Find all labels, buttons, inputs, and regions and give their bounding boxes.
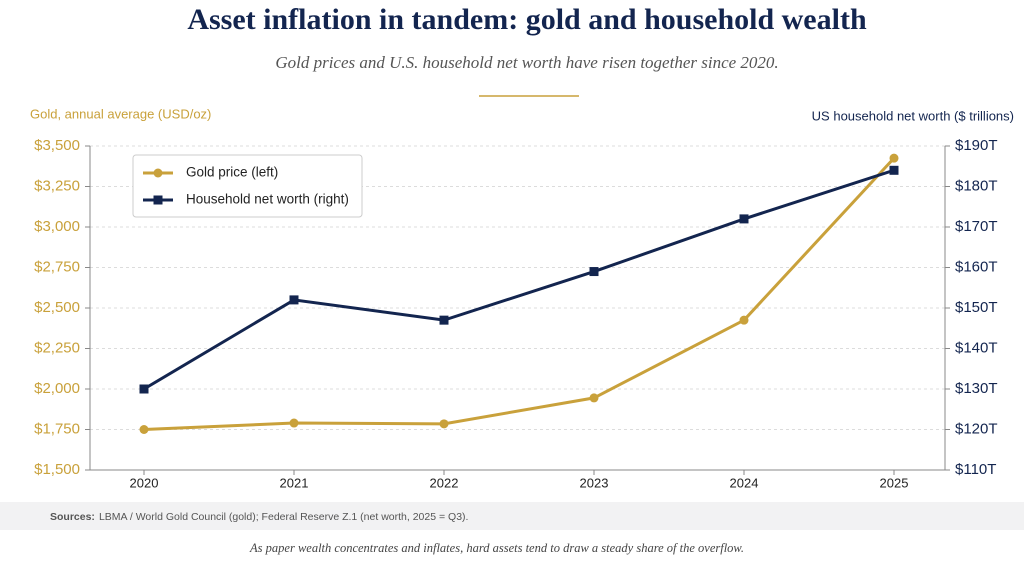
y2-tick-label: $130T bbox=[955, 380, 998, 397]
x-tick-label: 2023 bbox=[580, 475, 609, 490]
data-point bbox=[889, 165, 899, 175]
source: LBMA / World Gold Council (gold); Federa… bbox=[99, 511, 469, 523]
y-tick-label: $2,500 bbox=[34, 299, 80, 316]
y2-tick-label: $120T bbox=[955, 420, 998, 437]
data-point bbox=[739, 214, 749, 224]
legend-label: Gold price (left) bbox=[186, 165, 278, 180]
y-tick-label: $2,000 bbox=[34, 380, 80, 397]
legend-label: Household net worth (right) bbox=[186, 192, 349, 207]
series-line bbox=[143, 168, 895, 391]
legend-marker bbox=[153, 168, 163, 178]
data-point bbox=[589, 393, 599, 403]
x-tick-label: 2020 bbox=[130, 475, 159, 490]
y-tick-label: $3,250 bbox=[34, 177, 80, 194]
x-tick-label: 2025 bbox=[880, 475, 909, 490]
data-point bbox=[439, 419, 449, 429]
legend-box bbox=[132, 154, 363, 218]
y2-tick-label: $140T bbox=[955, 339, 998, 356]
y-tick-label: $3,000 bbox=[34, 218, 80, 235]
y2-tick-label: $110T bbox=[955, 461, 996, 478]
data-point bbox=[139, 425, 149, 434]
source-label: Sources: bbox=[50, 511, 95, 523]
chart-title: Asset inflation in tandem: gold and hous… bbox=[187, 3, 867, 36]
y2-tick-label: $160T bbox=[955, 258, 998, 275]
y-tick-label: $1,750 bbox=[34, 420, 80, 437]
y-tick-label: $3,500 bbox=[34, 137, 80, 154]
y2-axis-label: US household net worth ($ trillions) bbox=[812, 108, 1014, 123]
x-tick-label: 2024 bbox=[730, 475, 759, 490]
y2-tick-label: $170T bbox=[955, 218, 998, 235]
y-tick-label: $1,500 bbox=[34, 461, 80, 478]
y2-tick-label: $190T bbox=[955, 137, 998, 154]
data-point bbox=[139, 384, 149, 394]
source-band bbox=[0, 502, 1024, 530]
data-point bbox=[889, 153, 899, 163]
y-tick-label: $2,250 bbox=[34, 339, 80, 356]
chart-subtitle: Gold prices and U.S. household net worth… bbox=[275, 53, 778, 72]
data-point bbox=[289, 295, 299, 305]
data-point bbox=[439, 315, 449, 325]
y2-tick-label: $150T bbox=[955, 299, 998, 316]
legend-marker bbox=[153, 195, 163, 205]
data-point bbox=[289, 418, 299, 428]
y-tick-label: $2,750 bbox=[34, 258, 80, 275]
series-line bbox=[143, 157, 896, 431]
x-tick-label: 2022 bbox=[430, 475, 459, 490]
x-tick-label: 2021 bbox=[280, 475, 309, 490]
y-axis-label: Gold, annual average (USD/oz) bbox=[30, 106, 211, 121]
footnote: As paper wealth concentrates and inflate… bbox=[249, 541, 744, 555]
data-point bbox=[739, 315, 749, 325]
y2-tick-label: $180T bbox=[955, 177, 998, 194]
data-point bbox=[589, 267, 599, 277]
